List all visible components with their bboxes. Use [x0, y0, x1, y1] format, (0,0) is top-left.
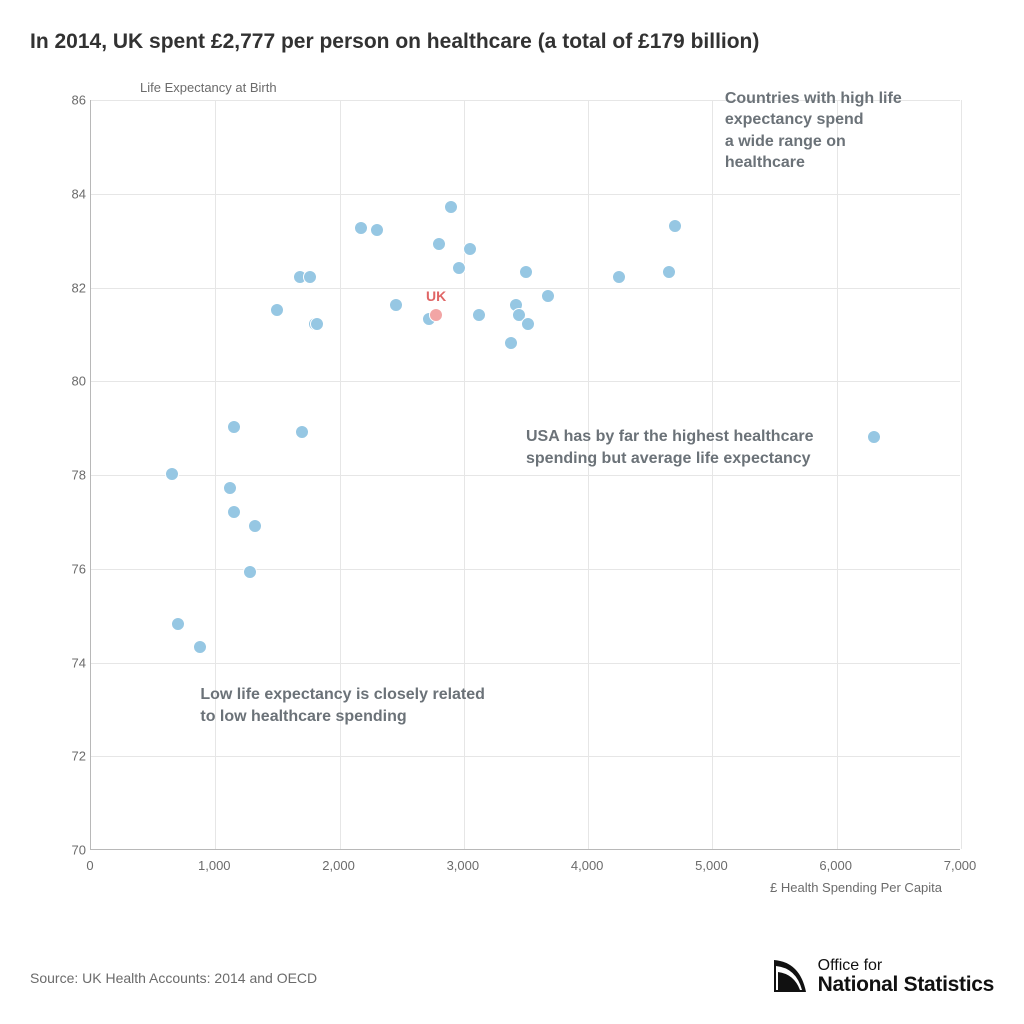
data-point	[171, 617, 185, 631]
data-point	[662, 265, 676, 279]
data-point	[452, 261, 466, 275]
x-axis-title: £ Health Spending Per Capita	[770, 880, 942, 895]
page-title: In 2014, UK spent £2,777 per person on h…	[30, 30, 1004, 54]
gridline-h	[91, 381, 960, 382]
y-tick-label: 80	[58, 374, 86, 389]
gridline-v	[340, 100, 341, 849]
data-point	[432, 237, 446, 251]
data-point	[227, 505, 241, 519]
gridline-v	[961, 100, 962, 849]
gridline-h	[91, 756, 960, 757]
data-point	[227, 420, 241, 434]
gridline-v	[215, 100, 216, 849]
y-tick-label: 74	[58, 655, 86, 670]
x-tick-label: 1,000	[198, 858, 231, 873]
y-tick-label: 70	[58, 843, 86, 858]
x-tick-label: 4,000	[571, 858, 604, 873]
gridline-v	[837, 100, 838, 849]
data-point	[243, 565, 257, 579]
data-point	[504, 336, 518, 350]
gridline-h	[91, 194, 960, 195]
scatter-chart: Life Expectancy at Birth UKCountries wit…	[30, 72, 990, 902]
annotation-text: USA has by far the highest healthcarespe…	[526, 426, 813, 469]
data-point	[521, 317, 535, 331]
x-tick-label: 5,000	[695, 858, 728, 873]
gridline-h	[91, 569, 960, 570]
data-point	[310, 317, 324, 331]
data-point	[370, 223, 384, 237]
plot-area: UKCountries with high lifeexpectancy spe…	[90, 100, 960, 850]
data-point	[519, 265, 533, 279]
gridline-v	[464, 100, 465, 849]
x-tick-label: 6,000	[819, 858, 852, 873]
source-text: Source: UK Health Accounts: 2014 and OEC…	[30, 970, 317, 986]
data-point	[668, 219, 682, 233]
ons-logo: Office for National Statistics	[770, 956, 994, 996]
y-tick-label: 84	[58, 186, 86, 201]
data-point	[193, 640, 207, 654]
y-tick-label: 86	[58, 93, 86, 108]
data-point	[444, 200, 458, 214]
x-tick-label: 3,000	[447, 858, 480, 873]
y-axis-title: Life Expectancy at Birth	[140, 80, 277, 95]
gridline-v	[712, 100, 713, 849]
data-point	[270, 303, 284, 317]
ons-logo-text: Office for National Statistics	[818, 958, 994, 995]
annotation-text: Countries with high lifeexpectancy spend…	[725, 88, 902, 174]
data-point	[354, 221, 368, 235]
gridline-h	[91, 663, 960, 664]
ons-logo-icon	[770, 956, 810, 996]
data-point	[165, 467, 179, 481]
uk-point	[429, 308, 443, 322]
y-tick-label: 78	[58, 468, 86, 483]
data-point	[389, 298, 403, 312]
uk-label: UK	[426, 288, 446, 304]
data-point	[867, 430, 881, 444]
annotation-text: Low life expectancy is closely relatedto…	[200, 684, 485, 727]
data-point	[303, 270, 317, 284]
data-point	[248, 519, 262, 533]
gridline-h	[91, 475, 960, 476]
y-tick-label: 76	[58, 561, 86, 576]
data-point	[223, 481, 237, 495]
data-point	[612, 270, 626, 284]
data-point	[541, 289, 555, 303]
gridline-h	[91, 288, 960, 289]
y-tick-label: 82	[58, 280, 86, 295]
data-point	[463, 242, 477, 256]
y-tick-label: 72	[58, 749, 86, 764]
x-tick-label: 0	[86, 858, 93, 873]
x-tick-label: 2,000	[322, 858, 355, 873]
x-tick-label: 7,000	[944, 858, 977, 873]
gridline-v	[588, 100, 589, 849]
data-point	[295, 425, 309, 439]
data-point	[472, 308, 486, 322]
